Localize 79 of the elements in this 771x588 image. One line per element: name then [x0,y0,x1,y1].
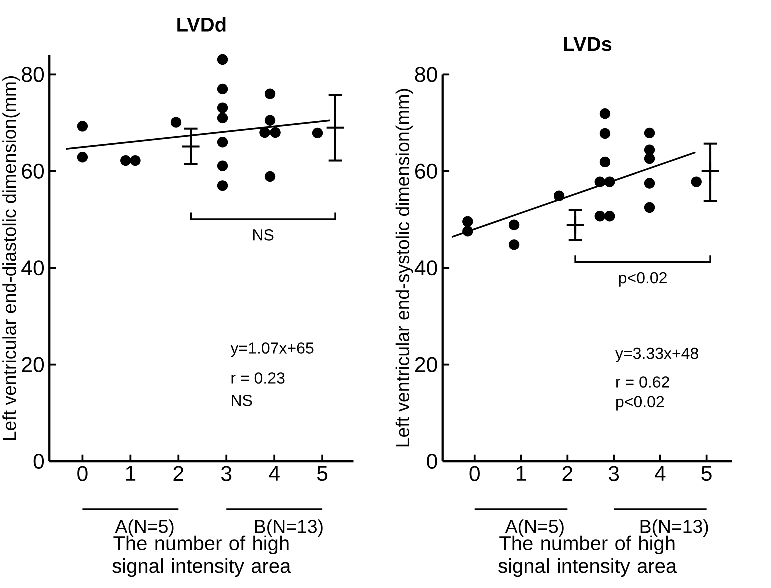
x-tick-label: 3 [608,466,620,482]
y-tick-label: 80 [22,67,44,82]
x-tick-label: 1 [126,466,136,481]
point [217,84,228,94]
point [600,108,611,120]
annotation: r = 0.23 [232,372,285,384]
annotation: y=3.33x+48 [616,348,698,362]
point [77,152,88,163]
point [312,128,324,138]
point [462,216,474,227]
point [130,155,141,166]
point [594,210,606,222]
y-tick-label: 0 [34,454,44,469]
x-tick-label: 3 [221,466,232,482]
y-tick-label: 80 [415,67,438,82]
point [217,112,228,124]
point [217,180,228,192]
x-tick-label: 4 [269,466,280,481]
y-tick-label: 60 [416,164,438,179]
point [217,136,228,148]
annotation: p<0.02 [619,272,667,287]
x-tick-label: 1 [516,466,526,481]
point [217,102,228,114]
point [644,128,656,138]
point [594,176,606,188]
annotation: NS [254,229,274,241]
y-tick-label: 40 [22,260,44,276]
y-axis-title: Left ventricular end-systolic dimension(mm) [396,89,414,447]
text: A(N=5) [115,519,174,537]
y-tick-label: 60 [22,164,44,179]
x-tick-label: 0 [78,466,88,482]
y-tick-label: 20 [415,357,438,372]
y-tick-label: 20 [22,357,44,372]
point [604,210,616,222]
x-tick-label: 4 [654,466,666,481]
point [566,215,586,235]
annotation: NS [232,394,252,406]
y-tick-label: 40 [414,260,438,276]
point [260,127,270,138]
point [120,155,132,166]
y-tick-label: 0 [427,454,438,469]
x-tick-label: 5 [702,466,712,482]
point [644,178,656,189]
point [170,117,182,128]
point [270,127,281,138]
point [508,239,520,250]
point [554,190,565,202]
annotation: r = 0.62 [616,376,670,388]
chart-title: LVDs [564,37,612,52]
point [604,176,616,188]
x-axis-title: The number of high signal intensity area [112,536,292,578]
point [77,120,88,132]
point [600,156,611,168]
point [508,220,520,230]
point [700,162,720,181]
point [264,115,276,126]
x-tick-label: 2 [562,466,573,482]
annotation: p<0.02 [616,396,664,411]
point [264,171,276,182]
x-axis-title: The number of high signal intensity area [498,536,678,578]
text: B(N=13) [640,519,708,537]
point [600,128,611,139]
annotation: y=1.07x+65 [230,342,314,357]
x-tick-label: 0 [470,466,480,482]
point [644,153,656,164]
text: A(N=5) [505,519,564,537]
point [181,136,201,156]
x-tick-label: 2 [174,466,184,482]
point [644,202,656,213]
point [217,54,228,65]
y-axis-title: Left ventricular end-diastolic dimension(mm) [2,76,20,440]
point [462,226,474,237]
text: B(N=13) [255,519,323,537]
point [644,144,656,156]
x-tick-label: 5 [317,466,328,482]
point [264,88,276,100]
point [691,176,702,188]
chart-title: LVDd [178,17,226,32]
point [217,160,228,172]
